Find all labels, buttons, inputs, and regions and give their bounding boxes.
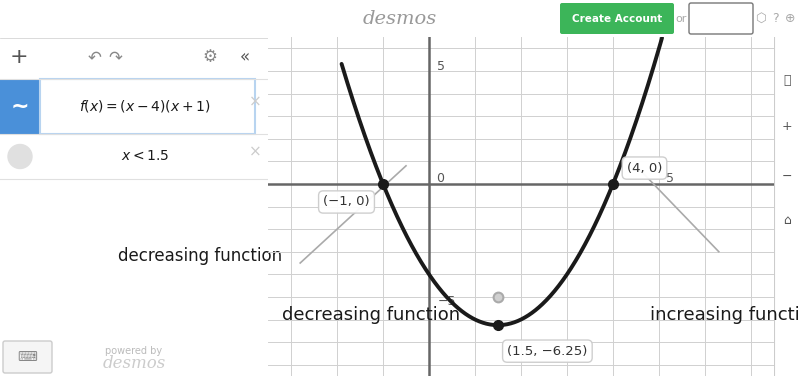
Text: −: −	[782, 170, 792, 182]
FancyBboxPatch shape	[3, 341, 52, 373]
Text: ≡: ≡	[8, 9, 23, 27]
Bar	[0, 79, 40, 134]
Text: $f(x) = (x - 4)(x + 1)$: $f(x) = (x - 4)(x + 1)$	[79, 99, 210, 115]
Text: or: or	[675, 14, 686, 23]
Text: 5: 5	[438, 60, 446, 73]
Text: (−1, 0): (−1, 0)	[323, 196, 370, 208]
Text: decreasing function: decreasing function	[118, 247, 282, 265]
Text: (1.5, −6.25): (1.5, −6.25)	[507, 345, 587, 358]
Text: Untitled Graph: Untitled Graph	[28, 12, 130, 26]
Text: $x < 1.5$: $x < 1.5$	[121, 150, 170, 164]
Text: «: «	[240, 48, 250, 66]
Text: ?: ?	[772, 12, 778, 25]
Text: +: +	[10, 47, 29, 67]
Text: ↷: ↷	[108, 48, 122, 66]
Text: ×: ×	[249, 144, 262, 159]
Text: −5: −5	[438, 295, 456, 308]
Text: (4, 0): (4, 0)	[627, 162, 662, 174]
Text: ⊕: ⊕	[785, 12, 795, 25]
Text: 5: 5	[666, 172, 674, 185]
Circle shape	[8, 144, 32, 168]
Text: 0: 0	[436, 172, 444, 185]
FancyBboxPatch shape	[40, 79, 255, 134]
Text: desmos: desmos	[363, 9, 437, 27]
Text: Create Account: Create Account	[572, 14, 662, 23]
Text: ⌨: ⌨	[17, 350, 37, 364]
Text: desmos: desmos	[102, 355, 166, 373]
Text: ↶: ↶	[88, 48, 102, 66]
Text: ⬡: ⬡	[754, 12, 766, 25]
FancyBboxPatch shape	[560, 3, 674, 34]
Text: increasing function: increasing function	[650, 306, 800, 324]
Text: +: +	[782, 120, 792, 132]
Text: decreasing function: decreasing function	[282, 306, 460, 324]
Text: ⚙: ⚙	[202, 48, 218, 66]
Text: ×: ×	[249, 94, 262, 109]
Text: Sign In: Sign In	[702, 14, 740, 23]
Text: ⌂: ⌂	[783, 214, 791, 227]
Text: powered by: powered by	[106, 346, 162, 356]
Text: ~: ~	[10, 97, 30, 117]
Text: 🔧: 🔧	[783, 74, 790, 88]
